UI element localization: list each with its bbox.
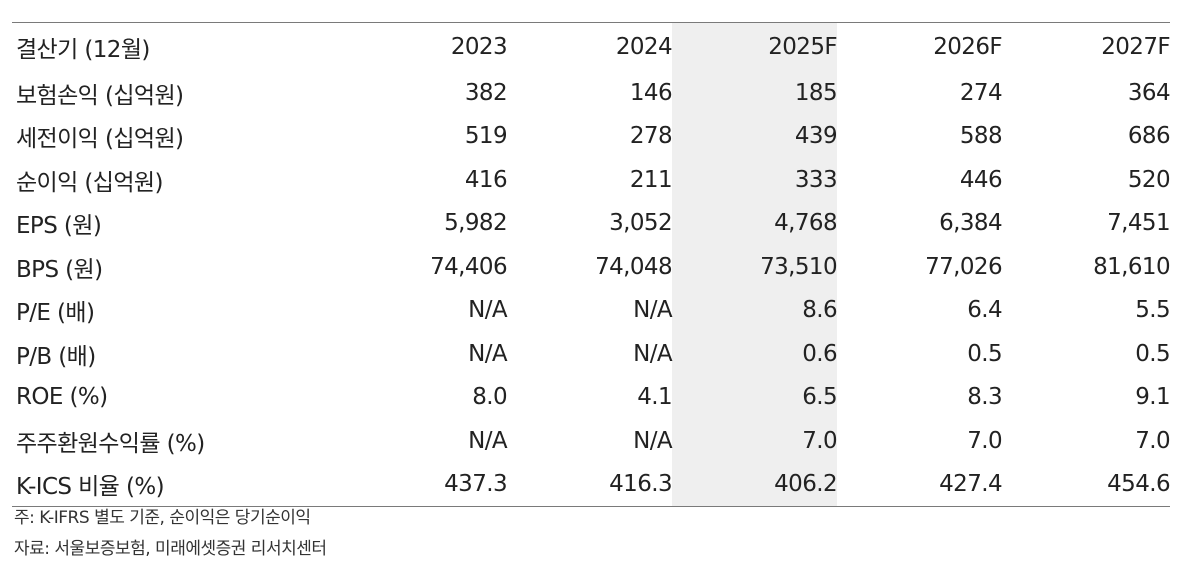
cell-value-highlighted: 7.0 [672, 419, 838, 463]
table-row: K-ICS 비율 (%) 437.3 416.3 406.2 427.4 454.6 [12, 462, 1171, 506]
row-label: BPS (원) [16, 256, 103, 283]
header-year-highlighted: 2025F [672, 23, 838, 71]
table-row: EPS (원) 5,982 3,052 4,768 6,384 7,451 [12, 201, 1171, 245]
header-year: 2023 [450, 34, 508, 60]
cell-value: 81,610 [1093, 253, 1170, 280]
cell-value: 416.3 [609, 471, 672, 498]
cell-value: N/A [468, 340, 507, 367]
cell-value: 9.1 [1135, 384, 1170, 411]
row-label: 보험손익 (십억원) [16, 82, 184, 109]
cell-value: 146 [629, 79, 673, 106]
data-table: 결산기 (12월) 2023 2024 2025F 2026F 2027F 보험… [12, 23, 1171, 506]
row-label: K-ICS 비율 (%) [16, 474, 165, 501]
cell-value: N/A [468, 297, 507, 324]
cell-value: 274 [959, 79, 1003, 106]
cell-value: 364 [1127, 79, 1171, 106]
table-row: 순이익 (십억원) 416 211 333 446 520 [12, 158, 1171, 202]
cell-value: 0.5 [967, 340, 1002, 367]
row-label: 순이익 (십억원) [16, 169, 163, 196]
cell-value: 686 [1127, 123, 1171, 150]
cell-value: 454.6 [1107, 471, 1170, 498]
table-row: ROE (%) 8.0 4.1 6.5 8.3 9.1 [12, 375, 1171, 419]
cell-value: 416 [464, 166, 508, 193]
cell-value: 382 [464, 79, 508, 106]
cell-value-highlighted: 333 [672, 158, 838, 202]
table-row: BPS (원) 74,406 74,048 73,510 77,026 81,610 [12, 245, 1171, 289]
cell-value: 4.1 [637, 384, 672, 411]
cell-value-highlighted: 73,510 [672, 245, 838, 289]
table-row: P/B (배) N/A N/A 0.6 0.5 0.5 [12, 332, 1171, 376]
cell-value: 211 [629, 166, 673, 193]
cell-value: 77,026 [925, 253, 1002, 280]
cell-value: 5,982 [444, 210, 507, 237]
cell-value: 0.5 [1135, 340, 1170, 367]
header-label: 결산기 (12월) [16, 37, 150, 63]
cell-value: 3,052 [609, 210, 672, 237]
table-bottom-rule [12, 506, 1170, 507]
cell-value: 520 [1127, 166, 1171, 193]
cell-value: 446 [959, 166, 1003, 193]
cell-value: N/A [633, 297, 672, 324]
row-label: ROE (%) [16, 384, 108, 411]
cell-value-highlighted: 8.6 [672, 288, 838, 332]
table-row: 보험손익 (십억원) 382 146 185 274 364 [12, 71, 1171, 115]
cell-value-highlighted: 185 [672, 71, 838, 115]
cell-value: 519 [464, 123, 508, 150]
footnotes: 주: K-IFRS 별도 기준, 순이익은 당기순이익 자료: 서울보증보험, … [14, 503, 327, 565]
cell-value-highlighted: 4,768 [672, 201, 838, 245]
cell-value-highlighted: 6.5 [672, 375, 838, 419]
cell-value: 7.0 [967, 427, 1002, 454]
cell-value: N/A [468, 427, 507, 454]
row-label: P/E (배) [16, 300, 95, 327]
cell-value: N/A [633, 340, 672, 367]
row-label: 주주환원수익률 (%) [16, 430, 205, 457]
cell-value: 437.3 [444, 471, 507, 498]
header-year: 2027F [1101, 34, 1170, 60]
table-row: 세전이익 (십억원) 519 278 439 588 686 [12, 114, 1171, 158]
basis-note: 주: K-IFRS 별도 기준, 순이익은 당기순이익 [14, 508, 311, 528]
row-label: 세전이익 (십억원) [16, 126, 184, 153]
cell-value: 8.3 [967, 384, 1002, 411]
table-row: 주주환원수익률 (%) N/A N/A 7.0 7.0 7.0 [12, 419, 1171, 463]
table-top-rule [12, 22, 1170, 23]
cell-value: 588 [959, 123, 1003, 150]
header-year: 2026F [933, 34, 1002, 60]
cell-value: 278 [629, 123, 673, 150]
cell-value: 5.5 [1135, 297, 1170, 324]
financial-summary-table: 결산기 (12월) 2023 2024 2025F 2026F 2027F 보험… [12, 22, 1171, 507]
source-note: 자료: 서울보증보험, 미래에셋증권 리서치센터 [14, 539, 327, 559]
header-year: 2024 [615, 34, 673, 60]
cell-value: 427.4 [939, 471, 1002, 498]
cell-value: 74,406 [430, 253, 507, 280]
cell-value: 74,048 [595, 253, 672, 280]
header-row: 결산기 (12월) 2023 2024 2025F 2026F 2027F [12, 23, 1171, 71]
cell-value: 6,384 [939, 210, 1002, 237]
cell-value: 6.4 [967, 297, 1002, 324]
cell-value: 7.0 [1135, 427, 1170, 454]
cell-value-highlighted: 406.2 [672, 462, 838, 506]
row-label: EPS (원) [16, 213, 102, 240]
row-label: P/B (배) [16, 343, 96, 370]
cell-value-highlighted: 0.6 [672, 332, 838, 376]
cell-value-highlighted: 439 [672, 114, 838, 158]
cell-value: N/A [633, 427, 672, 454]
table-row: P/E (배) N/A N/A 8.6 6.4 5.5 [12, 288, 1171, 332]
cell-value: 7,451 [1107, 210, 1170, 237]
cell-value: 8.0 [472, 384, 507, 411]
